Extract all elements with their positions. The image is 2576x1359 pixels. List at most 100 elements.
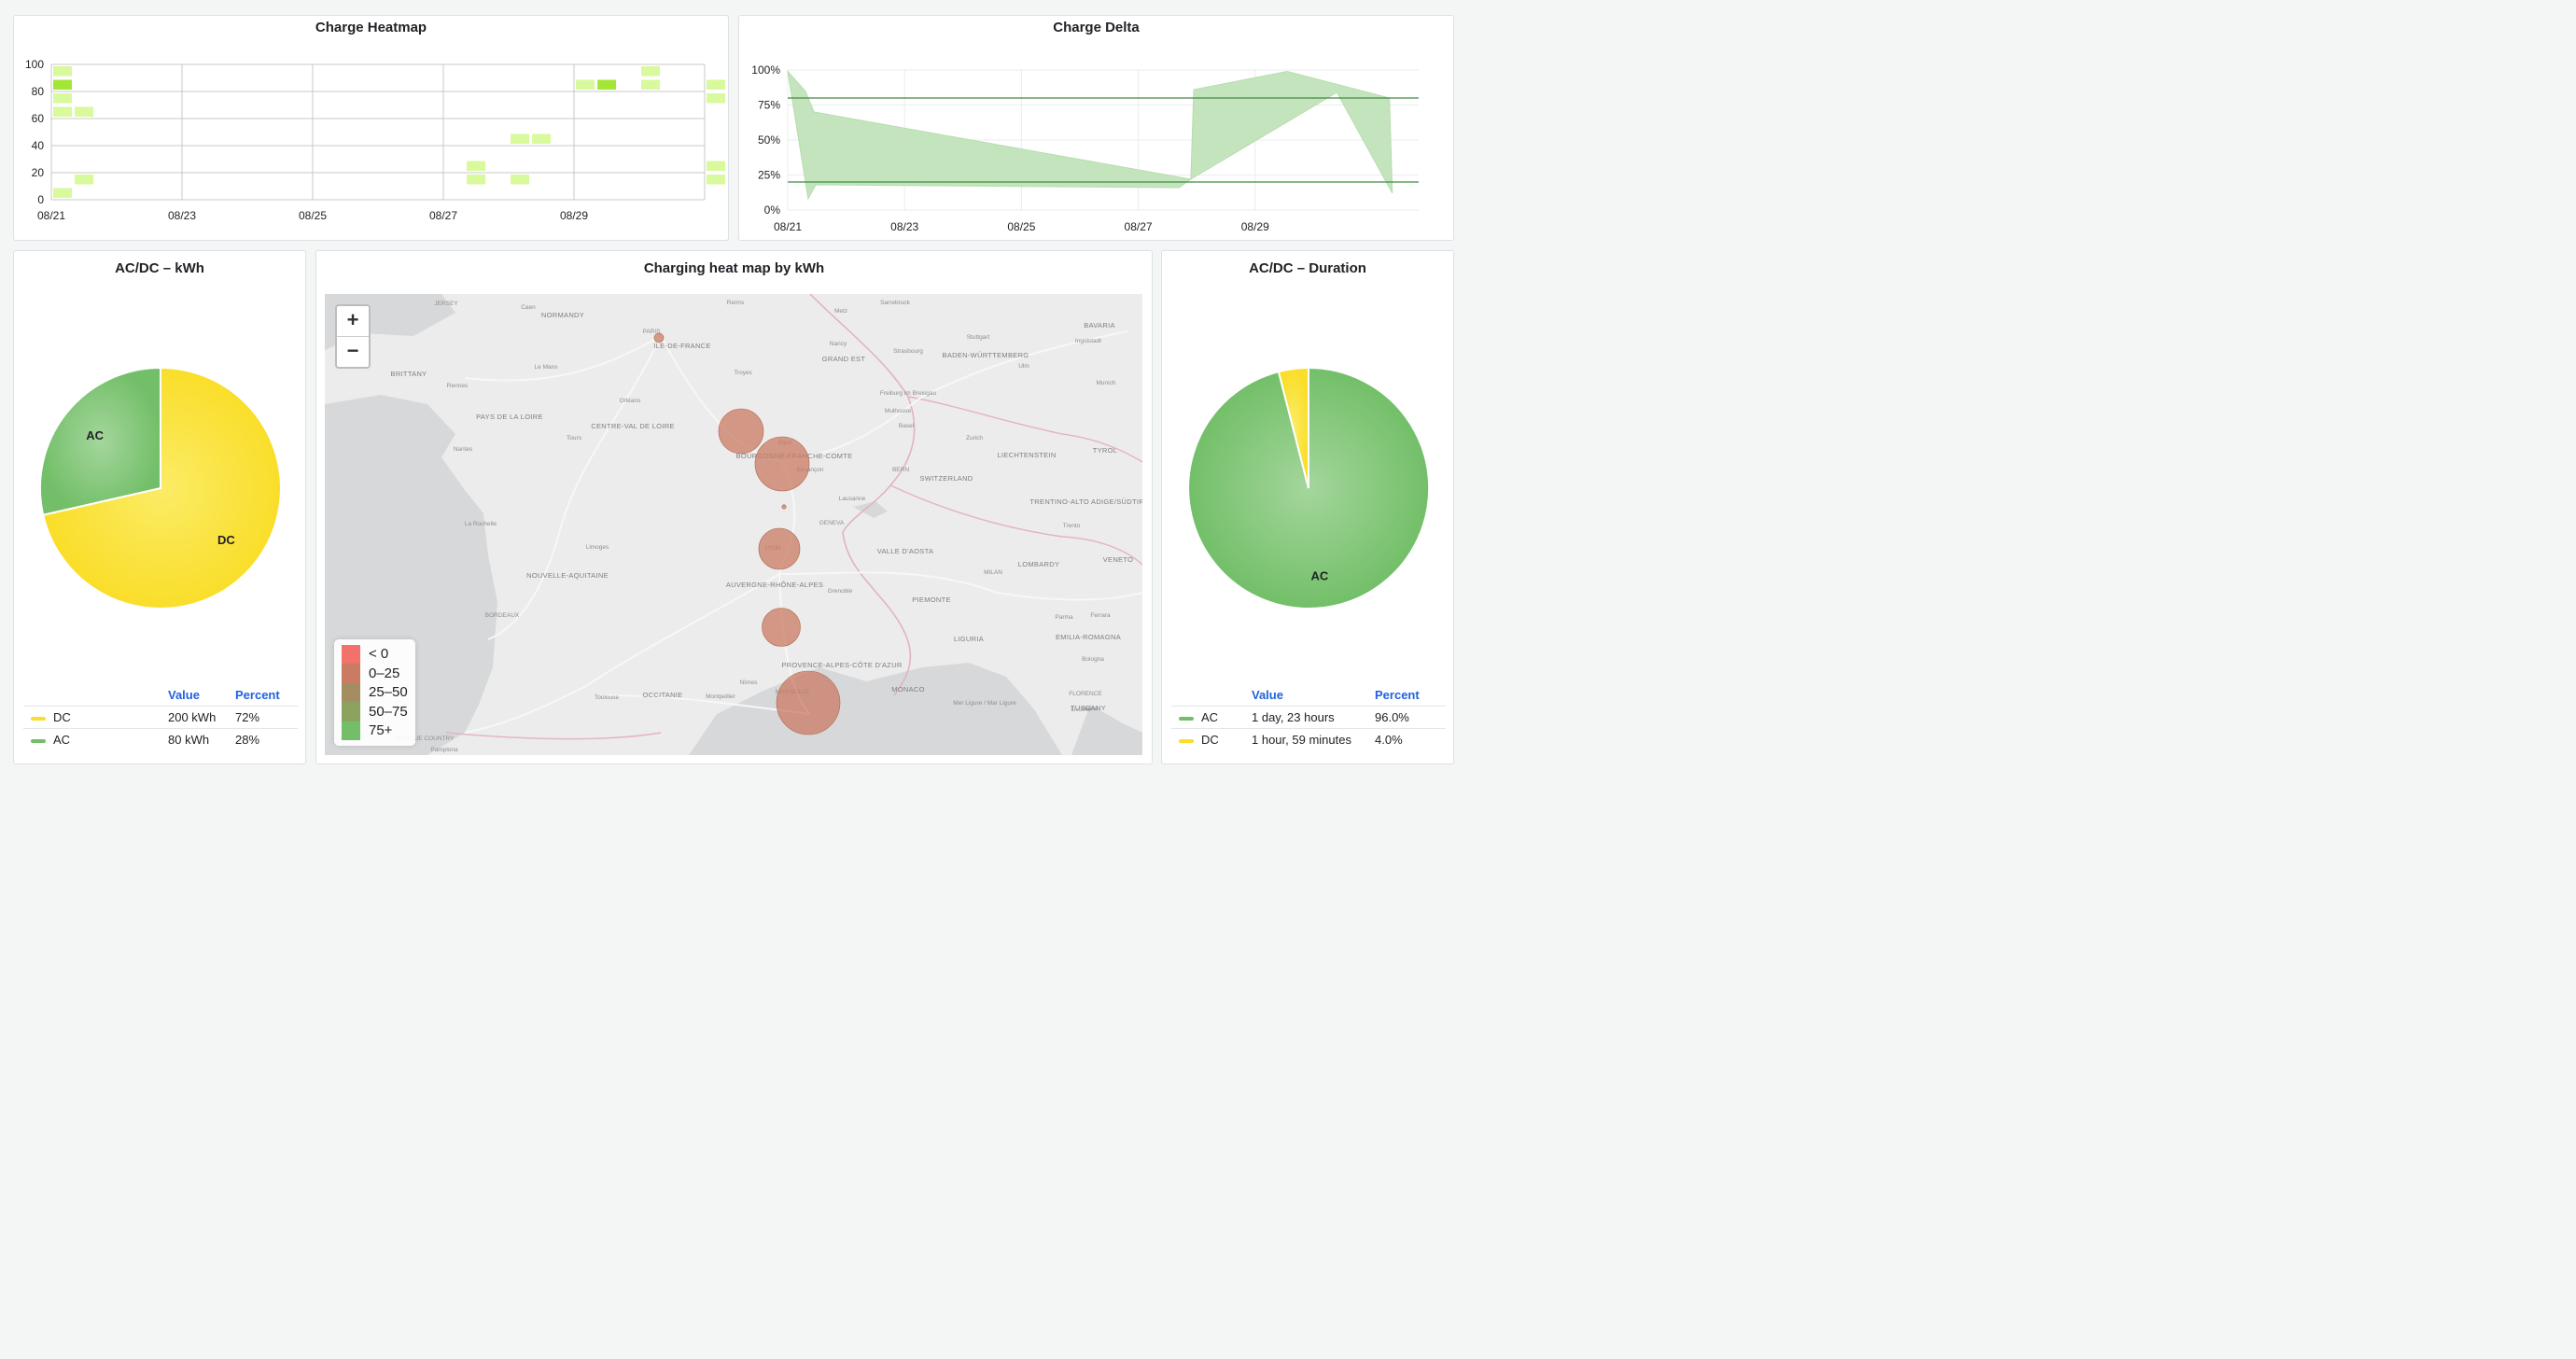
legend-series-dc[interactable]: DC [23,706,168,729]
map-place-label: NOUVELLE-AQUITAINE [526,571,609,580]
map-legend-item: 50–75 [342,702,408,722]
acdc-kwh-legend: Value Percent DC 200 kWh 72% AC 80 kWh 2… [23,688,298,750]
legend-row-ac[interactable]: AC 80 kWh 28% [23,728,298,750]
heatmap-cell [53,66,72,77]
x-tick-label: 08/25 [299,209,327,222]
charge-heatmap-chart[interactable]: 0 20 40 60 80 100 08/21 08/23 08/25 08/27 08/29 [14,16,730,242]
map-tiles[interactable]: NORMANDY ILE-DE-FRANCE BRITTANY PAYS DE LA … [325,294,1142,755]
dc-swatch-icon [1179,738,1194,743]
road [781,330,1128,463]
map-legend-item: < 0 [342,644,408,664]
charge-delta-chart[interactable]: 0% 25% 50% 75% 100% 08/21 08/23 08/25 08/27 08/29 [739,16,1455,242]
panel-title[interactable]: AC/DC – kWh [115,260,204,276]
map-place-label: Mer Ligure / Mar Ligure [953,700,1016,707]
map-place-label: Toulouse [595,694,619,701]
map-place-label: Stuttgart [967,334,990,341]
sea-adriatic [1071,705,1142,755]
pie-slice-label: AC [86,428,104,442]
map-place-label: PARIS [642,329,661,335]
charge-location-bubble [762,608,801,647]
map-place-label: TUSCANY [1071,704,1106,712]
heatmap-cell [707,79,725,90]
map-legend-item: 0–25 [342,664,408,683]
map-place-label: GRAND EST [822,355,866,363]
heatmap-cell [532,133,552,144]
acdc-duration-pie-chart[interactable]: AC [1162,307,1455,699]
x-tick-label: 08/23 [890,220,918,233]
charge-location-bubble [781,504,787,510]
legend-series-ac[interactable]: AC [23,728,168,750]
map-place-label: ILE-DE-FRANCE [653,342,710,350]
legend-percent-header[interactable]: Percent [1375,688,1420,702]
legend-percent: 96.0% [1375,706,1446,729]
legend-series-ac[interactable]: AC [1171,706,1252,729]
country-border [809,294,916,696]
map-place-label: Freiburg im Breisgau [880,390,937,397]
heatmap-cell [75,175,94,185]
map-canvas[interactable]: NORMANDY ILE-DE-FRANCE BRITTANY PAYS DE LA … [325,294,1142,755]
panel-title[interactable]: AC/DC – Duration [1249,260,1366,276]
acdc-kwh-pie-chart[interactable]: DC AC [14,307,307,699]
x-tick-label: 08/21 [774,220,802,233]
charge-location-bubble [718,408,764,455]
map-place-label: PROVENCE-ALPES-CÔTE D'AZUR [781,661,903,669]
x-tick-label: 08/27 [429,209,457,222]
charge-location-bubble [653,332,665,343]
acdc-kwh-panel: AC/DC – kWh DC AC Value Percent DC 200 kW… [13,250,306,764]
ac-swatch-icon [1179,716,1194,721]
map-place-label: MILAN [984,569,1002,576]
map-place-label: VENETO [1103,555,1134,564]
x-tick-label: 08/21 [37,209,65,222]
lake-geneva [853,501,888,518]
map-place-label: Metz [834,308,847,315]
map-place-label: BERN [892,467,909,473]
map-place-label: Trento [1063,523,1081,529]
map-place-label: Nantes [454,446,473,453]
pie-slice-dc [42,366,282,609]
legend-row-dc[interactable]: DC 200 kWh 72% [23,706,298,729]
zoom-out-button[interactable]: − [337,336,369,367]
legend-color-swatch [342,721,360,740]
map-place-label: LIGURIA [954,635,984,643]
legend-name-header [23,688,168,707]
pie-slice-dc [1277,366,1309,489]
legend-percent-header[interactable]: Percent [235,688,280,702]
map-place-label: Reims [727,300,745,306]
legend-series-dc[interactable]: DC [1171,728,1252,750]
acdc-duration-legend: Value Percent AC 1 day, 23 hours 96.0% D… [1171,688,1446,750]
y-tick-label: 50% [758,133,780,147]
map-place-label: EMILIA-ROMAGNA [1056,633,1121,641]
map-place-label: Lausanne [839,496,866,502]
legend-value: 80 kWh [168,728,235,750]
road [464,573,780,734]
map-place-label: Nîmes [740,680,759,686]
legend-value: 1 day, 23 hours [1252,706,1375,729]
panel-title[interactable]: Charge Heatmap [315,20,427,35]
legend-name-header [1171,688,1252,707]
map-place-label: PIEMONTE [912,595,951,604]
x-tick-label: 08/25 [1007,220,1035,233]
legend-row-dc[interactable]: DC 1 hour, 59 minutes 4.0% [1171,728,1446,750]
map-place-label: Besançon [797,467,824,473]
legend-row-ac[interactable]: AC 1 day, 23 hours 96.0% [1171,706,1446,729]
heatmap-cell [641,66,660,77]
legend-value-header[interactable]: Value [168,688,200,702]
panel-title[interactable]: Charging heat map by kWh [643,260,825,276]
road [487,335,662,640]
map-place-label: CENTRE-VAL DE LOIRE [591,422,674,430]
dc-swatch-icon [31,716,46,721]
map-place-label: La Rochelle [465,521,497,527]
map-place-label: OCCITANIE [643,691,683,699]
legend-label: DC [53,710,71,724]
map-place-label: NORMANDY [541,311,584,319]
sea-mediterranean [689,663,1062,755]
map-place-label: Munich [1097,380,1116,386]
country-border [907,396,1142,463]
y-tick-label: 75% [758,99,780,112]
road [464,335,662,382]
panel-title[interactable]: Charge Delta [1053,20,1140,35]
zoom-in-button[interactable]: + [346,308,359,331]
legend-value-header[interactable]: Value [1252,688,1283,702]
pie-slice-ac [38,366,161,516]
legend-color-swatch [342,702,360,722]
